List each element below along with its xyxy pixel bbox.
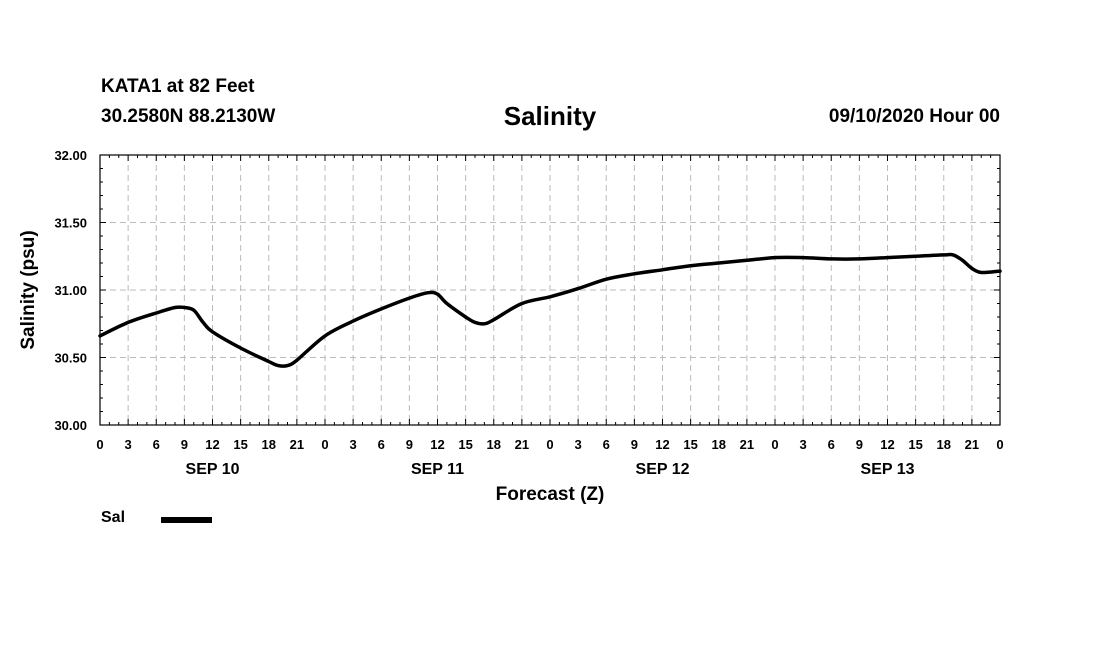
y-tick-labels: 30.00 30.50 31.00 31.50 32.00 xyxy=(54,148,87,433)
y-axis-title: Salinity (psu) xyxy=(18,230,39,349)
day-label: SEP 12 xyxy=(636,461,690,478)
x-tick-label: 12 xyxy=(880,437,894,452)
x-tick-label: 6 xyxy=(828,437,835,452)
x-tick-label: 6 xyxy=(603,437,610,452)
grid-lines xyxy=(100,155,1000,425)
x-tick-label: 15 xyxy=(908,437,922,452)
x-tick-label: 6 xyxy=(378,437,385,452)
x-tick-label: 18 xyxy=(262,437,276,452)
x-tick-label: 12 xyxy=(430,437,444,452)
x-tick-label: 12 xyxy=(205,437,219,452)
x-tick-label: 18 xyxy=(937,437,951,452)
coordinates-label: 30.2580N 88.2130W xyxy=(101,106,276,127)
y-tick-label: 31.50 xyxy=(54,216,87,231)
x-tick-label: 9 xyxy=(406,437,413,452)
y-tick-label: 30.50 xyxy=(54,351,87,366)
y-tick-label: 30.00 xyxy=(54,418,87,433)
legend-swatch xyxy=(161,517,212,523)
x-tick-labels: 0 3 6 9 12 15 18 21 0 3 6 9 12 15 18 21 0 3 6 9 12 15 18 21 0 3 6 9… xyxy=(96,437,1003,452)
x-tick-label: 6 xyxy=(153,437,160,452)
day-label: SEP 11 xyxy=(411,461,464,478)
x-tick-label: 0 xyxy=(771,437,778,452)
forecast-run-time: 09/10/2020 Hour 00 xyxy=(828,106,1000,127)
x-tick-label: 18 xyxy=(712,437,726,452)
series-line-sal xyxy=(98,252,1002,368)
x-tick-label: 0 xyxy=(321,437,328,452)
x-tick-label: 3 xyxy=(800,437,807,452)
day-label: SEP 13 xyxy=(861,461,915,478)
x-tick-label: 21 xyxy=(515,437,529,452)
x-tick-label: 21 xyxy=(965,437,979,452)
series-group xyxy=(98,252,1002,368)
plot-frame xyxy=(99,154,1001,426)
x-tick-label: 3 xyxy=(575,437,582,452)
legend-label: Sal xyxy=(101,509,126,526)
day-labels: SEP 10 SEP 11 SEP 12 SEP 13 xyxy=(186,461,915,478)
x-tick-label: 0 xyxy=(96,437,103,452)
x-tick-label: 21 xyxy=(290,437,304,452)
x-tick-label: 9 xyxy=(631,437,638,452)
x-tick-label: 21 xyxy=(740,437,754,452)
x-tick-label: 0 xyxy=(546,437,553,452)
x-tick-label: 3 xyxy=(350,437,357,452)
x-tick-label: 9 xyxy=(181,437,188,452)
x-tick-label: 3 xyxy=(125,437,132,452)
x-tick-label: 15 xyxy=(458,437,472,452)
x-tick-label: 15 xyxy=(233,437,247,452)
y-tick-label: 31.00 xyxy=(54,283,87,298)
y-tick-label: 32.00 xyxy=(54,148,87,163)
station-label: KATA1 at 82 Feet xyxy=(101,76,255,97)
x-tick-label: 18 xyxy=(487,437,501,452)
x-tick-label: 9 xyxy=(856,437,863,452)
x-tick-label: 15 xyxy=(683,437,697,452)
chart-title: Salinity xyxy=(503,101,597,131)
day-label: SEP 10 xyxy=(186,461,240,478)
x-axis-title: Forecast (Z) xyxy=(496,484,605,505)
x-tick-label: 12 xyxy=(655,437,669,452)
x-tick-label: 0 xyxy=(996,437,1003,452)
